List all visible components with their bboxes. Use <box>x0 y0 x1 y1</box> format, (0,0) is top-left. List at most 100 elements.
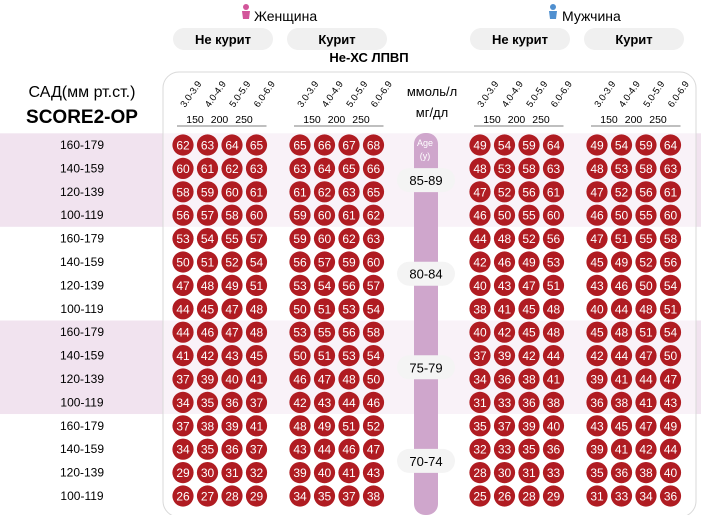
risk-circle <box>196 345 219 367</box>
risk-value: 25 <box>473 490 487 504</box>
risk-circle <box>221 251 243 273</box>
risk-circle <box>289 391 311 413</box>
risk-value: 38 <box>639 466 653 480</box>
risk-value: 48 <box>547 302 561 316</box>
risk-value: 52 <box>498 185 512 199</box>
risk-circle <box>362 345 385 367</box>
risk-value: 28 <box>522 490 536 504</box>
risk-value: 47 <box>590 185 604 199</box>
risk-circle <box>518 204 540 226</box>
risk-circle <box>172 251 194 273</box>
sbp-label: САД(мм рт.ст.) <box>29 84 136 101</box>
units-mmol: ммоль/л <box>407 84 457 99</box>
risk-circle <box>338 181 360 203</box>
risk-circle <box>196 204 219 226</box>
risk-value: 59 <box>201 185 215 199</box>
risk-circle <box>313 438 336 460</box>
risk-value: 57 <box>250 232 264 246</box>
risk-circle <box>493 438 516 460</box>
risk-value: 44 <box>318 443 332 457</box>
risk-value: 65 <box>250 139 264 153</box>
risk-value: 29 <box>547 490 561 504</box>
risk-circle <box>362 134 385 156</box>
risk-value: 39 <box>590 443 604 457</box>
risk-value: 47 <box>225 302 239 316</box>
risk-circle <box>542 485 565 507</box>
risk-circle <box>172 462 194 484</box>
risk-value: 32 <box>473 443 487 457</box>
risk-value: 51 <box>250 279 264 293</box>
risk-value: 49 <box>664 419 678 433</box>
risk-circle <box>172 157 194 179</box>
risk-circle <box>518 462 540 484</box>
risk-value: 40 <box>225 373 239 387</box>
risk-value: 53 <box>293 326 307 340</box>
risk-circle <box>542 345 565 367</box>
risk-circle <box>635 204 657 226</box>
risk-circle <box>659 251 682 273</box>
risk-circle <box>245 134 268 156</box>
risk-value: 26 <box>498 490 512 504</box>
risk-circle <box>469 204 491 226</box>
risk-value: 60 <box>367 256 381 270</box>
risk-circle <box>338 438 360 460</box>
risk-value: 39 <box>522 419 536 433</box>
risk-value: 47 <box>639 419 653 433</box>
risk-circle <box>469 462 491 484</box>
nonsmoker-label: Не курит <box>195 32 251 47</box>
risk-value: 29 <box>250 490 264 504</box>
risk-value: 51 <box>318 302 332 316</box>
risk-circle <box>221 134 243 156</box>
risk-circle <box>659 181 682 203</box>
risk-value: 63 <box>547 162 561 176</box>
risk-value: 36 <box>522 396 536 410</box>
risk-circle <box>196 298 219 320</box>
risk-value: 46 <box>367 396 381 410</box>
risk-value: 44 <box>176 302 190 316</box>
risk-circle <box>610 298 633 320</box>
risk-value: 61 <box>201 162 215 176</box>
risk-circle <box>196 485 219 507</box>
risk-circle <box>245 415 268 437</box>
risk-circle <box>313 134 336 156</box>
risk-circle <box>659 462 682 484</box>
risk-value: 63 <box>367 232 381 246</box>
risk-circle <box>635 298 657 320</box>
sbp-row-label: 100-119 <box>60 395 103 409</box>
risk-value: 51 <box>318 349 332 363</box>
risk-circle <box>635 485 657 507</box>
tick-mg: 150 <box>483 114 501 126</box>
risk-value: 47 <box>473 185 487 199</box>
risk-value: 52 <box>522 232 536 246</box>
risk-circle <box>245 321 268 343</box>
risk-value: 40 <box>590 302 604 316</box>
risk-circle <box>586 462 608 484</box>
risk-circle <box>196 274 219 296</box>
risk-circle <box>493 368 516 390</box>
risk-circle <box>362 274 385 296</box>
risk-circle <box>493 415 516 437</box>
risk-value: 41 <box>342 466 356 480</box>
risk-circle <box>469 391 491 413</box>
risk-value: 49 <box>615 256 629 270</box>
risk-circle <box>221 391 243 413</box>
risk-circle <box>518 181 540 203</box>
risk-value: 31 <box>473 396 487 410</box>
risk-value: 45 <box>522 302 536 316</box>
risk-value: 64 <box>664 139 678 153</box>
risk-circle <box>338 391 360 413</box>
risk-circle <box>289 321 311 343</box>
sbp-row-label: 120-139 <box>60 278 104 292</box>
risk-circle <box>221 157 243 179</box>
risk-value: 43 <box>590 419 604 433</box>
risk-circle <box>338 462 360 484</box>
age-label: 70-74 <box>409 454 442 469</box>
sbp-row-label: 100-119 <box>60 208 103 222</box>
risk-circle <box>659 345 682 367</box>
risk-value: 28 <box>225 490 239 504</box>
risk-value: 55 <box>639 209 653 223</box>
risk-value: 54 <box>664 326 678 340</box>
risk-value: 51 <box>547 279 561 293</box>
risk-value: 43 <box>318 396 332 410</box>
